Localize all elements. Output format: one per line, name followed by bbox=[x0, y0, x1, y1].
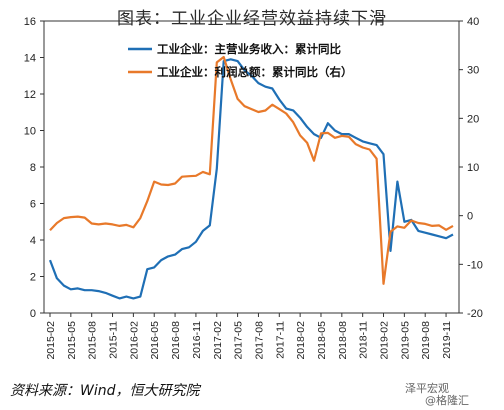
x-axis-tick-label: 2016-08 bbox=[170, 321, 182, 360]
x-axis-tick-label: 2019-11 bbox=[441, 321, 453, 359]
x-axis-tick-label: 2015-02 bbox=[45, 321, 57, 360]
right-axis-tick-label: 0 bbox=[467, 211, 473, 223]
legend-profit-label: 工业企业：利润总额：累计同比（右） bbox=[157, 65, 353, 79]
profit-growth-line bbox=[49, 55, 454, 285]
x-axis-tick-label: 2015-08 bbox=[87, 321, 99, 360]
watermark: 泽平宏观 @格隆汇 bbox=[405, 380, 469, 407]
x-axis-tick-label: 2016-11 bbox=[191, 321, 203, 359]
watermark-subtext: @格隆汇 bbox=[425, 394, 469, 407]
chart-legend: 工业企业：主营业务收入：累计同比 工业企业：利润总额：累计同比（右） bbox=[128, 42, 353, 79]
right-axis-tick-label: 10 bbox=[467, 162, 479, 174]
watermark-text: 泽平宏观 bbox=[405, 382, 449, 395]
chart-series bbox=[48, 55, 454, 300]
left-axis-tick-label: 16 bbox=[24, 16, 36, 28]
dual-axis-line-chart: 0 2 4 6 8 10 12 14 16 -20 -10 0 10 20 30 40 2015-02 2015-… bbox=[24, 16, 483, 360]
x-axis-tick-label: 2016-05 bbox=[149, 321, 161, 360]
x-axis-tick-label: 2017-08 bbox=[253, 321, 265, 360]
left-axis-tick-label: 10 bbox=[24, 126, 36, 138]
x-axis-tick-label: 2017-05 bbox=[233, 321, 245, 360]
right-axis-tick-label: 20 bbox=[467, 113, 479, 125]
x-axis-tick-label: 2017-02 bbox=[212, 321, 224, 360]
right-axis-tick-label: -20 bbox=[467, 308, 483, 320]
left-axis-tick-label: 6 bbox=[30, 199, 36, 211]
right-axis-tick-label: -10 bbox=[467, 259, 483, 271]
x-axis-tick-label: 2017-11 bbox=[274, 321, 286, 359]
x-axis-tick-label: 2018-02 bbox=[295, 321, 307, 360]
x-axis-tick-label: 2015-11 bbox=[108, 321, 120, 359]
left-axis-tick-label: 2 bbox=[30, 272, 36, 284]
left-axis-tick-label: 8 bbox=[30, 162, 36, 174]
left-axis-tick-label: 0 bbox=[30, 308, 36, 320]
legend-revenue-label: 工业企业：主营业务收入：累计同比 bbox=[157, 42, 341, 56]
x-axis-tick-label: 2019-02 bbox=[379, 321, 391, 360]
x-axis-tick-label: 2018-11 bbox=[358, 321, 370, 359]
x-axis-tick-label: 2018-08 bbox=[337, 321, 349, 360]
source-note: 资料来源：Wind，恒大研究院 bbox=[10, 383, 200, 399]
right-axis-tick-label: 30 bbox=[467, 65, 479, 77]
x-axis-tick-label: 2019-08 bbox=[420, 321, 432, 360]
left-axis-tick-label: 14 bbox=[24, 53, 36, 65]
chart-axes: 0 2 4 6 8 10 12 14 16 -20 -10 0 10 20 30 40 2015-02 2015-… bbox=[24, 16, 483, 360]
chart-title: 图表：工业企业经营效益持续下滑 bbox=[117, 9, 387, 29]
right-axis-tick-label: 40 bbox=[467, 16, 479, 28]
x-axis-tick-label: 2019-05 bbox=[399, 321, 411, 360]
left-axis-tick-label: 12 bbox=[24, 89, 36, 101]
revenue-growth-line bbox=[48, 58, 454, 300]
left-axis-tick-label: 4 bbox=[30, 235, 36, 247]
x-axis-tick-label: 2018-05 bbox=[316, 321, 328, 360]
x-axis-tick-label: 2015-05 bbox=[66, 321, 78, 360]
x-axis-tick-label: 2016-02 bbox=[128, 321, 140, 360]
